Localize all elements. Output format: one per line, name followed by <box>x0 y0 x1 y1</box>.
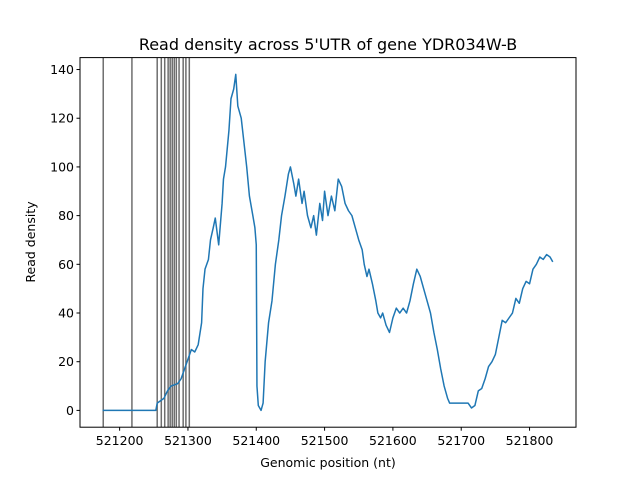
y-tick-label: 20 <box>58 354 74 369</box>
x-tick-label: 521300 <box>164 433 212 448</box>
x-tick-label: 521600 <box>369 433 417 448</box>
y-tick-label: 120 <box>50 111 74 126</box>
y-tick-label: 80 <box>58 208 74 223</box>
y-axis-label: Read density <box>23 201 38 283</box>
y-tick-label: 40 <box>58 306 74 321</box>
x-tick-label: 521700 <box>437 433 485 448</box>
chart-title: Read density across 5'UTR of gene YDR034… <box>139 35 517 54</box>
y-tick-label: 140 <box>50 62 74 77</box>
y-tick-label: 0 <box>66 403 74 418</box>
y-tick-label: 60 <box>58 257 74 272</box>
x-tick-label: 521200 <box>96 433 144 448</box>
data-line <box>102 73 554 412</box>
x-axis-label: Genomic position (nt) <box>260 455 396 470</box>
plot-area <box>102 57 554 428</box>
x-tick-label: 521400 <box>232 433 280 448</box>
axes-frame <box>79 57 577 428</box>
x-tick-label: 521500 <box>301 433 349 448</box>
y-tick-label: 100 <box>50 159 74 174</box>
x-tick-label: 521800 <box>506 433 554 448</box>
